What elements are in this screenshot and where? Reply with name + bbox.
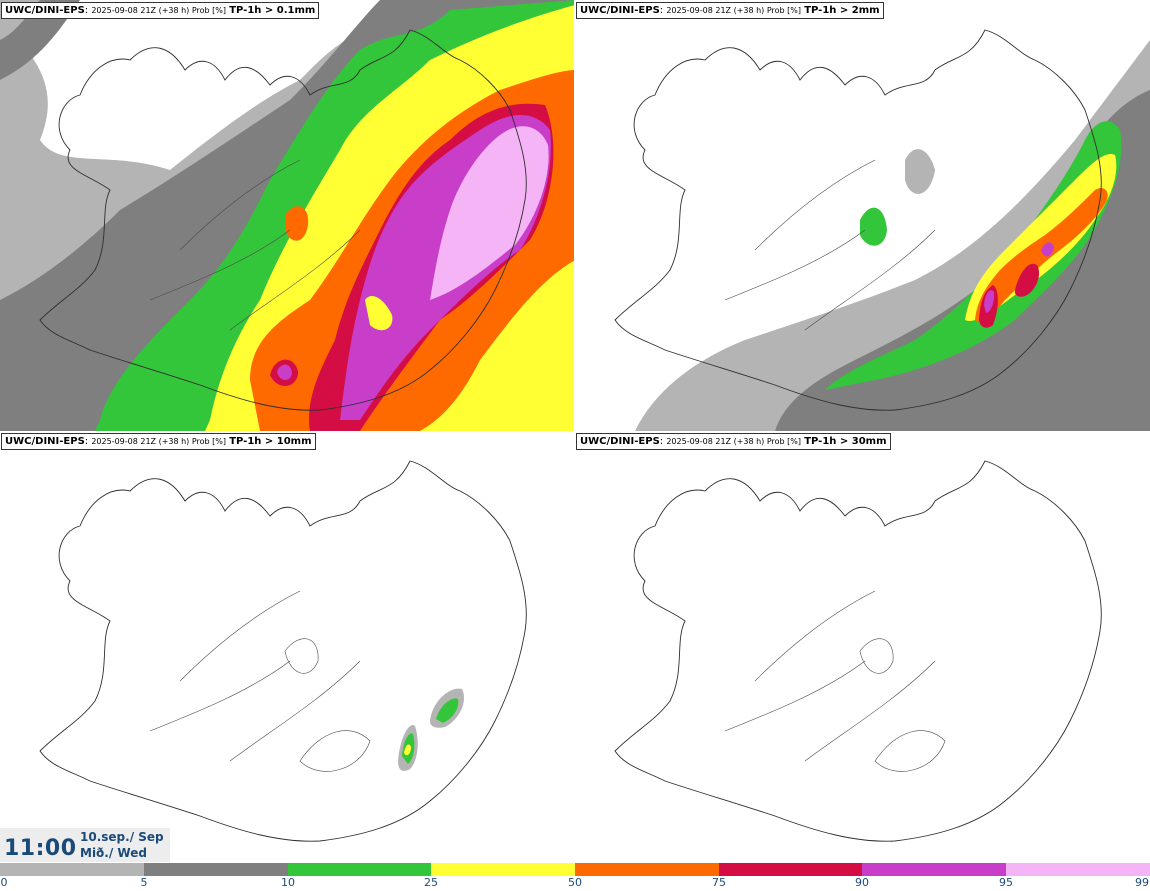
colorbar-segment-95-99 (1006, 863, 1150, 876)
colorbar-tick: 75 (712, 876, 726, 889)
colorbar-tick: 10 (281, 876, 295, 889)
colorbar-segment-25-50 (431, 863, 575, 876)
colorbar-tick: 5 (140, 876, 148, 889)
panel-title: UWC/DINI-EPS: 2025-09-08 21Z (+38 h) Pro… (1, 433, 316, 450)
map-panel-tp-10mm: UWC/DINI-EPS: 2025-09-08 21Z (+38 h) Pro… (0, 431, 575, 862)
precip-map-30mm (614, 460, 1102, 842)
colorbar-tick: 95 (999, 876, 1013, 889)
colorbar-tick: 25 (424, 876, 438, 889)
colorbar-segment-10-25 (288, 863, 431, 876)
panel-divider (574, 0, 575, 862)
panel-title: UWC/DINI-EPS: 2025-09-08 21Z (+38 h) Pro… (576, 2, 884, 19)
colorbar-segment-75-90 (719, 863, 862, 876)
colorbar-tick: 0 (0, 876, 8, 889)
colorbar-segment-5-10 (144, 863, 288, 876)
colorbar-tick: 50 (568, 876, 582, 889)
panel-title: UWC/DINI-EPS: 2025-09-08 21Z (+38 h) Pro… (1, 2, 320, 19)
map-panel-tp-30mm: UWC/DINI-EPS: 2025-09-08 21Z (+38 h) Pro… (575, 431, 1150, 862)
map-panel-tp-2mm: UWC/DINI-EPS: 2025-09-08 21Z (+38 h) Pro… (575, 0, 1150, 431)
valid-date: 10.sep./ Sep (80, 830, 164, 844)
map-panel-tp-0.1mm: UWC/DINI-EPS: 2025-09-08 21Z (+38 h) Pro… (0, 0, 575, 431)
valid-day: Mið./ Wed (80, 846, 147, 860)
precip-map-0.1mm (0, 0, 575, 431)
precip-map-2mm (614, 29, 1150, 431)
colorbar-segment-90-95 (862, 863, 1006, 876)
precip-map-10mm (39, 460, 527, 842)
colorbar-tick: 99 (1135, 876, 1149, 889)
colorbar-tick: 90 (855, 876, 869, 889)
valid-time: 11:00 (4, 836, 77, 861)
colorbar (0, 863, 1150, 876)
panel-title: UWC/DINI-EPS: 2025-09-08 21Z (+38 h) Pro… (576, 433, 891, 450)
time-box (0, 828, 170, 862)
colorbar-segment-0-5 (0, 863, 144, 876)
colorbar-segment-50-75 (575, 863, 719, 876)
